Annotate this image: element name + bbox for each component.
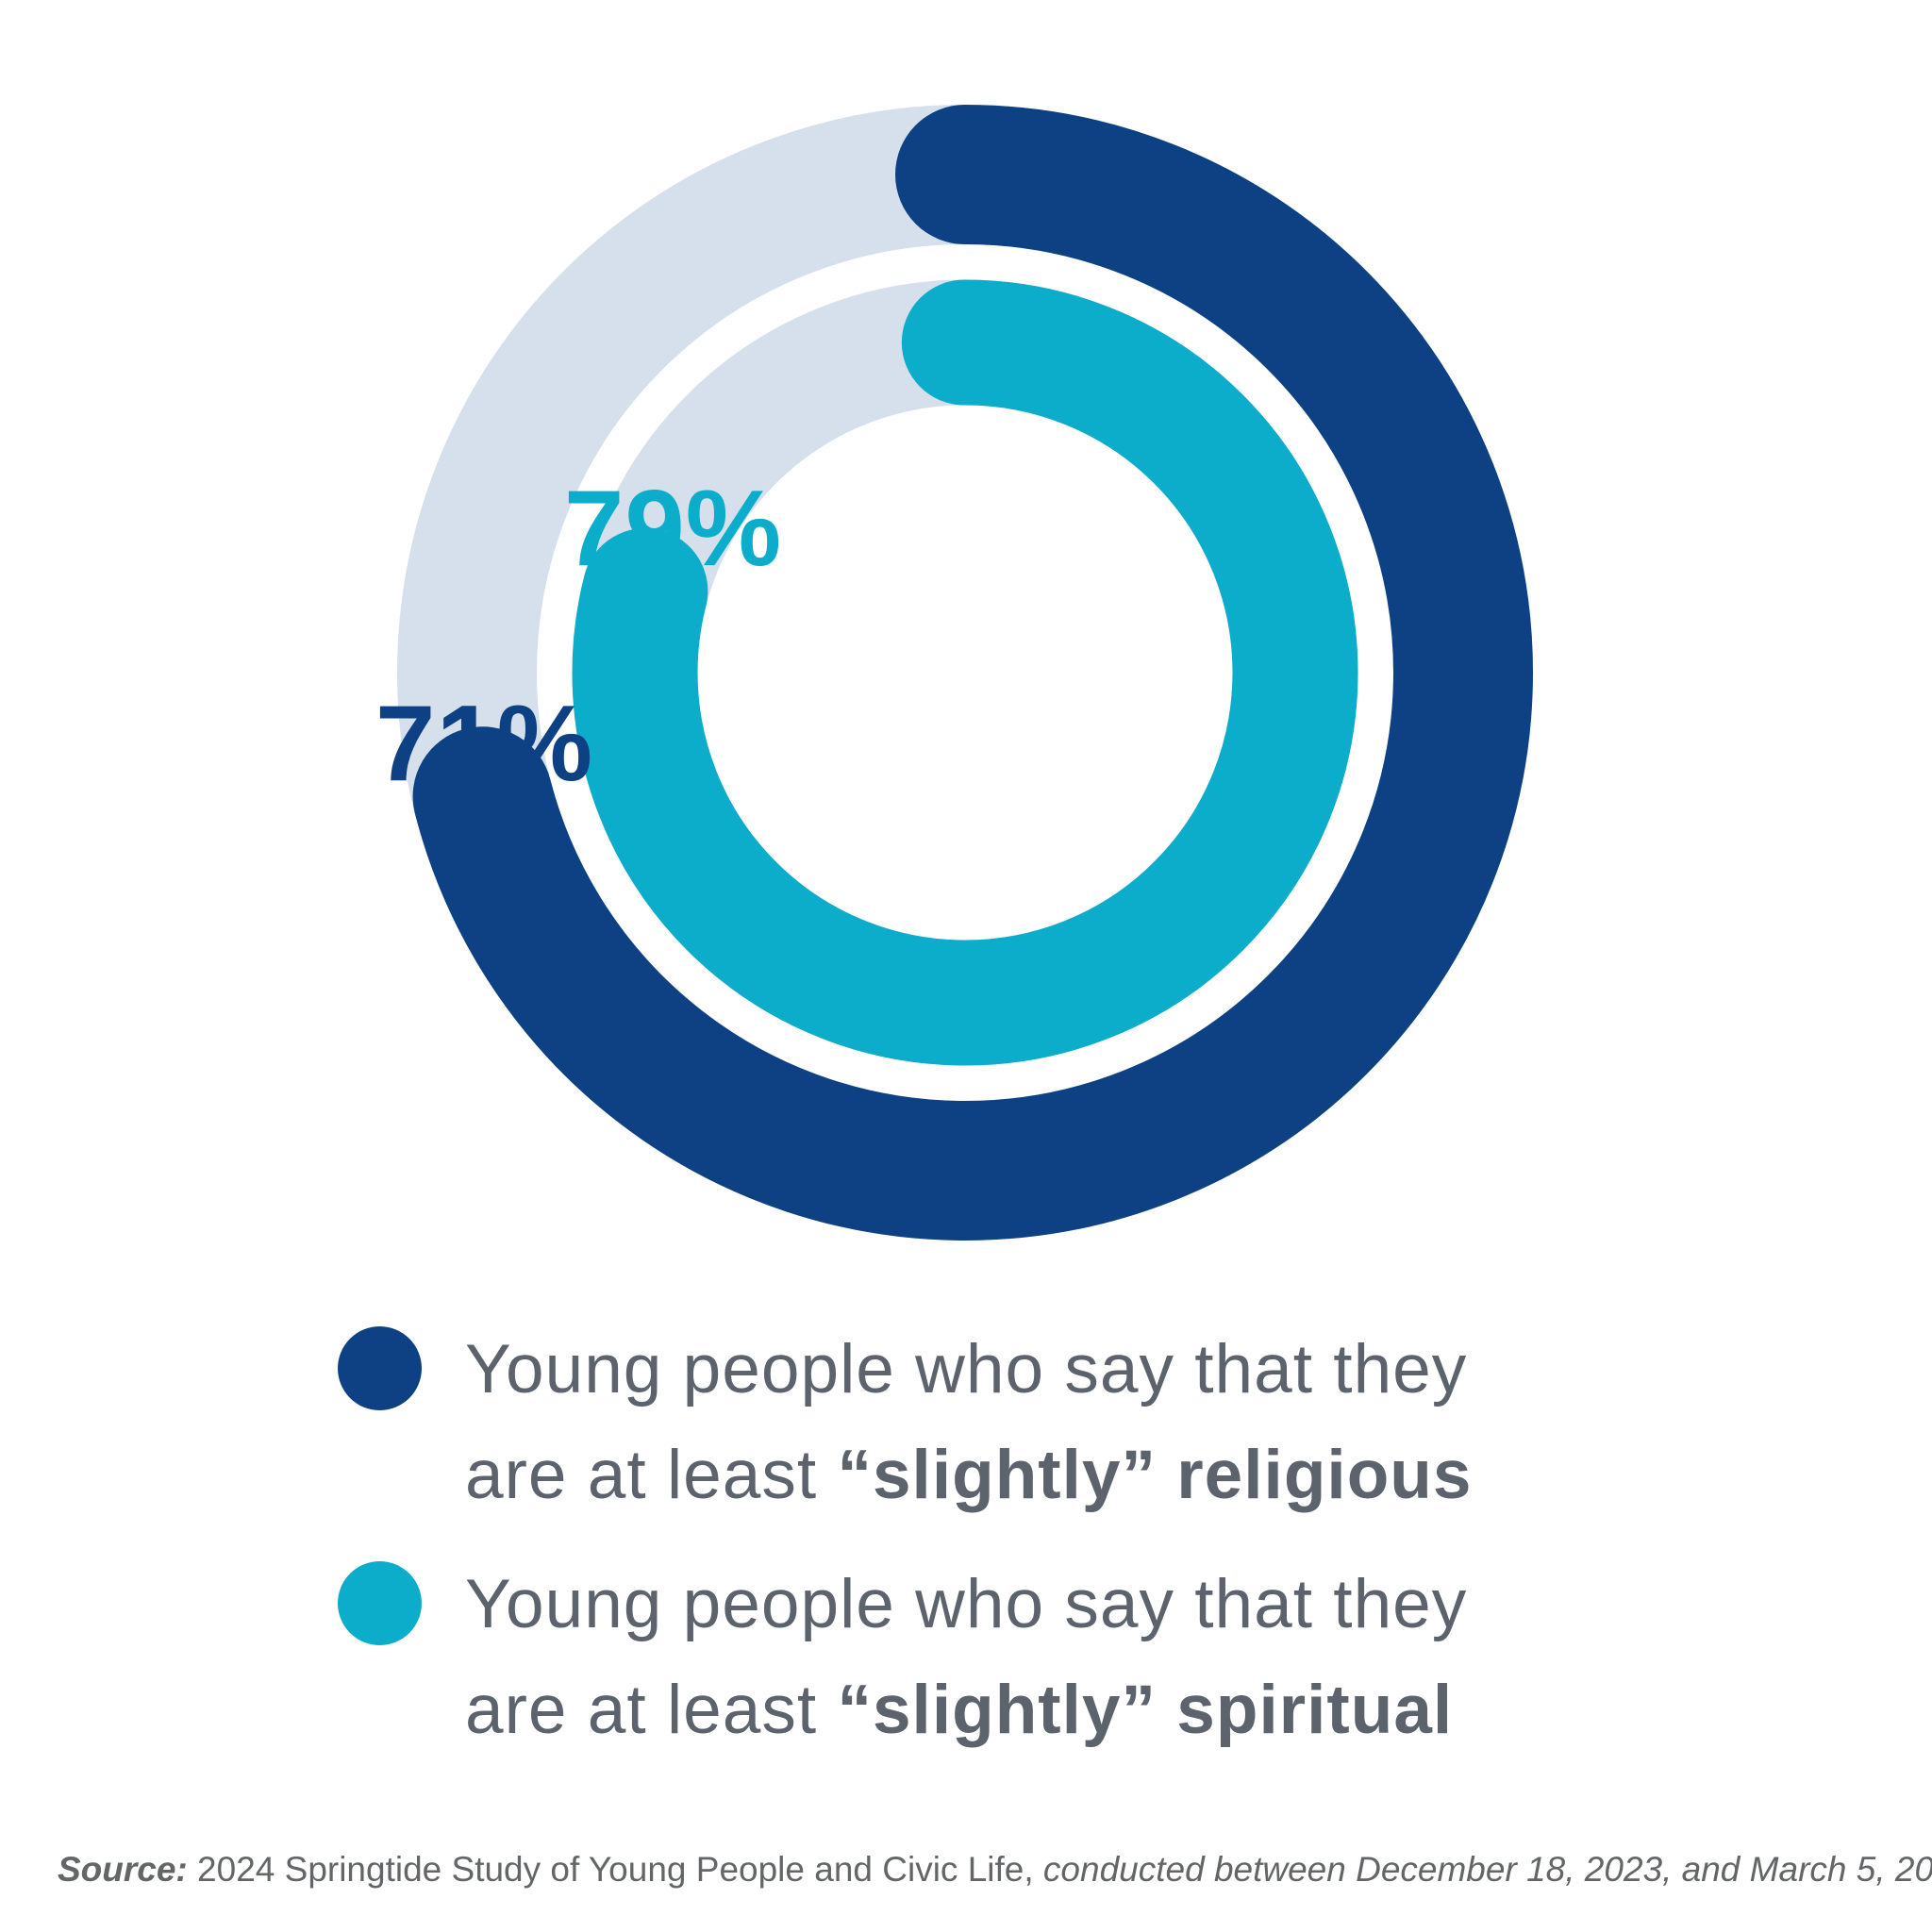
legend-line2-bold: “slightly” spiritual (837, 1672, 1454, 1748)
legend-line1: Young people who say that they (465, 1566, 1468, 1642)
legend-dot-spiritual (338, 1561, 422, 1645)
source-note: Source: 2024 Springtide Study of Young P… (58, 1849, 1932, 1890)
legend-label-spiritual: Young people who say that they are at le… (465, 1552, 1467, 1763)
source-italic-text: conducted between December 18, 2023, and… (1042, 1850, 1932, 1889)
legend-dot-religious (338, 1326, 422, 1410)
inner-value-arc-spiritual (572, 279, 1358, 1066)
legend-line1: Young people who say that they (465, 1331, 1468, 1407)
legend-label-religious: Young people who say that they are at le… (465, 1317, 1472, 1528)
percent-label-spiritual: 79% (564, 469, 783, 589)
source-label: Source: (58, 1850, 188, 1889)
source-text: 2024 Springtide Study of Young People an… (187, 1850, 1043, 1889)
legend-item-religious: Young people who say that they are at le… (338, 1317, 1753, 1528)
percent-label-religious: 71% (375, 684, 594, 804)
legend-line2-bold: “slightly” religious (837, 1437, 1473, 1513)
legend-line2-regular: are at least (465, 1437, 838, 1513)
legend: Young people who say that they are at le… (338, 1317, 1753, 1763)
legend-line2-regular: are at least (465, 1672, 838, 1748)
legend-item-spiritual: Young people who say that they are at le… (338, 1552, 1753, 1763)
outer-value-arc-religious (397, 105, 1533, 1241)
